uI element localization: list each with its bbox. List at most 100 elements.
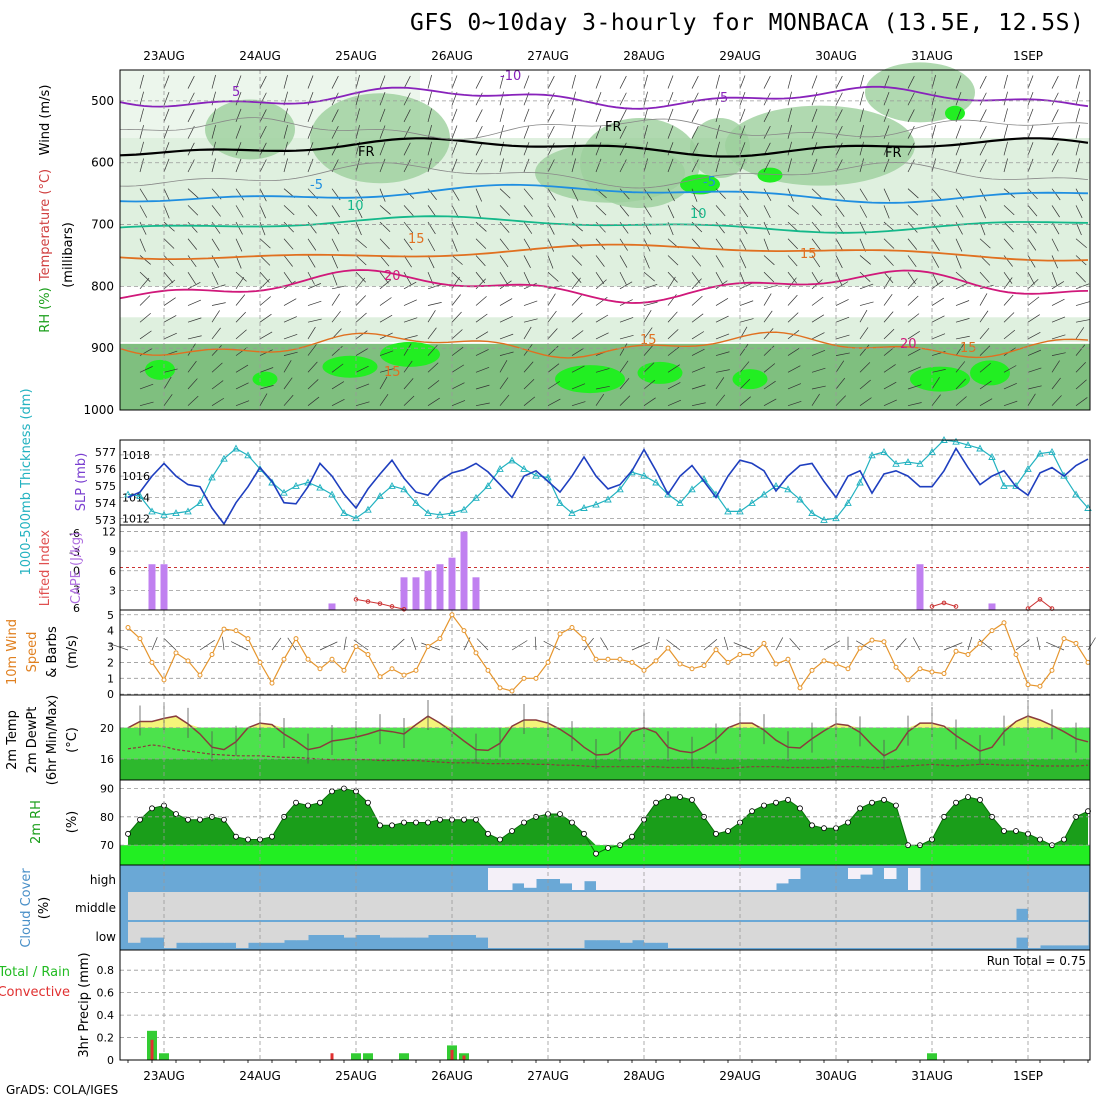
wind-barb <box>523 300 538 306</box>
date-label-top: 1SEP <box>1013 49 1043 63</box>
rh2m-point <box>389 822 395 829</box>
wind10-point <box>557 631 563 637</box>
cloud-gap-high <box>656 868 669 890</box>
wind10-point <box>917 666 923 672</box>
wind-barb <box>787 141 792 156</box>
wind-barb <box>643 158 648 173</box>
wind-barb <box>643 125 648 139</box>
wind-barb <box>691 109 699 123</box>
cloud-gap-low <box>824 922 837 948</box>
wind-barb <box>1051 360 1060 373</box>
wind-barb <box>811 332 825 340</box>
wind-barb <box>979 380 992 390</box>
thickness-point <box>904 458 912 466</box>
wind-barb <box>787 205 799 215</box>
wind-barb <box>259 393 268 406</box>
wind10-point <box>905 677 911 683</box>
wind-barb <box>427 188 437 200</box>
wind-barb <box>331 399 345 406</box>
wind-barb <box>979 363 991 373</box>
wind-barb <box>379 314 393 323</box>
cloud-gap-middle <box>1052 892 1065 920</box>
wind-barb <box>355 188 364 202</box>
wind-barb-10m <box>164 638 177 651</box>
wind-barb <box>1051 255 1059 269</box>
wind-barb <box>1003 205 1015 216</box>
wind10-point <box>1001 620 1007 626</box>
wind-barb <box>595 75 602 89</box>
wind-barb <box>787 74 792 89</box>
precip-run-total: Run Total = 0.75 <box>987 954 1086 968</box>
wind-barb <box>403 395 415 406</box>
wind-barb <box>1075 238 1087 249</box>
cloud-gap-low <box>776 922 789 948</box>
wind-barb <box>691 402 706 407</box>
wind-barb <box>163 75 170 89</box>
wind10-point <box>401 672 407 678</box>
cloud-gap-middle <box>272 892 285 920</box>
wind10-point <box>605 656 611 662</box>
rh2m-point <box>797 805 803 812</box>
wind-barb <box>691 348 705 356</box>
wind-barb <box>835 352 850 356</box>
cloud-gap-low <box>680 922 693 948</box>
cloud-gap-high <box>572 868 585 890</box>
wind-barb <box>835 395 846 406</box>
wind-barb <box>211 91 216 106</box>
cloud-gap-middle <box>140 892 153 920</box>
wind-barb <box>955 125 962 139</box>
cloud-gap-middle <box>404 892 417 920</box>
cloud-gap-low <box>368 922 381 935</box>
thickness-point <box>916 459 924 467</box>
wind-barb <box>355 238 367 249</box>
cloud-gap-high <box>788 868 801 879</box>
wind-barb <box>523 108 530 123</box>
wind-barb <box>259 385 274 390</box>
cloud-gap-low <box>644 922 657 943</box>
wind-barb <box>475 205 482 219</box>
panel-upper-air-frame <box>119 69 1091 411</box>
wind-barb <box>763 293 772 306</box>
cloud-gap-middle <box>236 892 249 920</box>
wind-barb <box>979 293 988 306</box>
wind-barb <box>691 159 699 173</box>
wind-barb <box>955 396 967 406</box>
wind-barb <box>931 377 940 390</box>
wind-barb <box>259 142 267 156</box>
wind-barb <box>835 272 843 286</box>
wind-barb <box>1027 158 1034 173</box>
wind-barb <box>619 109 627 123</box>
wind10-point <box>185 658 191 664</box>
wind10-point <box>149 659 155 665</box>
thickness-point <box>952 437 960 445</box>
wind-barb <box>715 377 725 390</box>
wind-barb <box>139 366 153 373</box>
wind10-point <box>749 651 755 657</box>
cloud-gap-low <box>536 922 549 948</box>
wind-barb <box>667 382 681 390</box>
wind-barb <box>1051 298 1065 306</box>
wind-barb <box>331 255 339 269</box>
thickness-point <box>436 510 444 518</box>
wind-barb <box>427 221 436 235</box>
wind-barb <box>907 295 919 306</box>
wind-barb <box>499 108 504 123</box>
wind10-point <box>1025 682 1031 688</box>
wind-barb <box>931 394 941 406</box>
wind-barb <box>403 205 414 217</box>
cloud-gap-low <box>1052 922 1065 946</box>
cloud-gap-middle <box>212 892 225 920</box>
cloud-gap-middle <box>440 892 453 920</box>
rh2m-point <box>269 833 275 840</box>
date-label-top: 23AUG <box>143 49 185 63</box>
cloud-gap-middle <box>488 892 501 920</box>
wind-barb <box>307 108 314 123</box>
precip-convective-bar <box>150 1039 154 1060</box>
cloud-gap-middle <box>752 892 765 920</box>
wind-barb <box>307 142 314 156</box>
ylabel-wind10-units: (m/s) <box>65 635 80 669</box>
cloud-gap-middle <box>692 892 705 920</box>
cloud-gap-low <box>800 922 813 948</box>
pressure-tick-label: 1000 <box>83 403 114 417</box>
wind-barb <box>1075 141 1080 156</box>
